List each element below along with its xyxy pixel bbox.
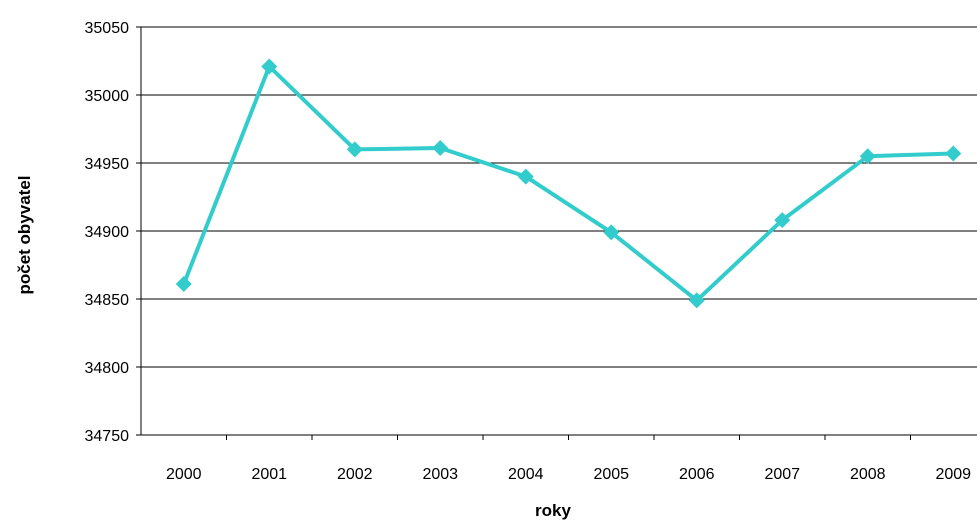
x-tick-label-2007: 2007 [764,466,800,483]
y-tick-label: 35050 [85,20,130,37]
data-point-2000 [175,276,192,293]
y-tick-labels: 34750 34800 34850 34900 34950 35000 35050 [85,20,130,445]
data-point-2002 [346,141,363,158]
data-point-2007 [774,212,791,229]
x-tick-label-2005: 2005 [593,466,629,483]
axes [136,26,977,440]
y-tick-label: 34750 [85,428,130,445]
x-tick-label-2004: 2004 [508,466,544,483]
data-point-2005 [603,224,620,241]
gridlines [141,26,977,368]
y-tick-label: 35000 [85,88,130,105]
x-tick-label-2003: 2003 [422,466,458,483]
data-point-2003 [432,140,449,157]
data-point-2009 [945,145,962,162]
x-tick-label-2009: 2009 [935,466,971,483]
data-point-2006 [688,292,705,309]
data-point-2001 [261,58,278,75]
y-axis-title: počet obyvatel [15,175,34,294]
y-tick-label: 34950 [85,156,130,173]
x-axis-title: roky [535,501,571,520]
series-line [181,64,954,303]
y-tick-label: 34850 [85,292,130,309]
series-group [175,58,962,309]
y-tick-label: 34900 [85,224,130,241]
y-tick-label: 34800 [85,360,130,377]
x-tick-label-2001: 2001 [251,466,287,483]
x-tick-label-2000: 2000 [166,466,202,483]
data-point-2004 [517,168,534,185]
x-tick-labels: 2000 2001 2002 2003 2004 2005 2006 2007 2008 2009 [166,466,971,483]
data-point-2008 [859,148,876,165]
x-tick-label-2008: 2008 [850,466,886,483]
x-tick-label-2002: 2002 [337,466,373,483]
x-tick-label-2006: 2006 [679,466,715,483]
